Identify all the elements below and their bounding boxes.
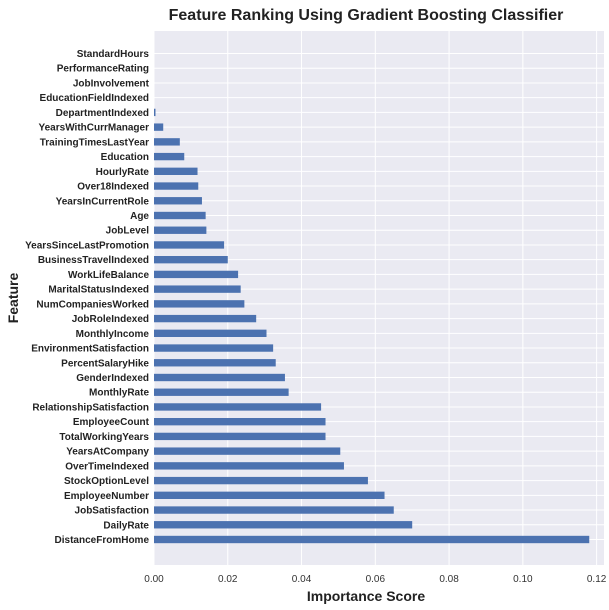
bar-BusinessTravelIndexed	[154, 256, 228, 264]
bar-YearsAtCompany	[154, 447, 341, 455]
y-tick-label: JobRoleIndexed	[72, 314, 149, 325]
bar-NumCompaniesWorked	[154, 300, 245, 308]
x-tick-label: 0.08	[439, 574, 459, 585]
y-tick-label: OverTimeIndexed	[65, 461, 149, 472]
bar-EmployeeCount	[154, 418, 326, 426]
bar-GenderIndexed	[154, 373, 285, 382]
y-tick-label: RelationshipSatisfaction	[32, 402, 149, 413]
bar-Age	[154, 211, 206, 220]
y-tick-label: JobLevel	[106, 226, 150, 237]
bar-DistanceFromHome	[154, 535, 590, 544]
bar-DailyRate	[154, 521, 413, 529]
bar-TrainingTimesLastYear	[154, 138, 180, 146]
y-tick-label: Education	[101, 152, 149, 163]
bar-Over18Indexed	[154, 182, 199, 190]
x-tick-label: 0.12	[587, 574, 607, 585]
bar-WorkLifeBalance	[154, 270, 239, 279]
bars	[154, 108, 590, 544]
y-tick-label: TotalWorkingYears	[59, 432, 149, 443]
y-tick-label: JobInvolvement	[73, 78, 150, 89]
y-tick-label: MonthlyIncome	[76, 329, 150, 340]
x-tick-label: 0.10	[513, 574, 533, 585]
y-tick-label: EducationFieldIndexed	[40, 93, 149, 104]
y-tick-label: WorkLifeBalance	[68, 270, 149, 281]
bar-YearsWithCurrManager	[154, 123, 164, 131]
bar-MonthlyRate	[154, 388, 289, 396]
bar-HourlyRate	[154, 167, 198, 175]
bar-TotalWorkingYears	[154, 432, 326, 441]
y-tick-label: YearsWithCurrManager	[39, 123, 150, 134]
x-axis-label: Importance Score	[307, 588, 425, 604]
y-tick-label: DepartmentIndexed	[56, 108, 149, 119]
y-tick-labels: DistanceFromHome DailyRate JobSatisfaction…	[25, 49, 150, 546]
y-tick-label: NumCompaniesWorked	[36, 299, 149, 310]
bar-JobRoleIndexed	[154, 314, 257, 323]
y-tick-label: MaritalStatusIndexed	[48, 285, 149, 296]
bar-MonthlyIncome	[154, 329, 267, 337]
y-tick-label: HourlyRate	[96, 167, 150, 178]
bar-Education	[154, 152, 185, 161]
y-axis-label: Feature	[5, 273, 21, 324]
y-tick-label: MonthlyRate	[89, 388, 149, 399]
bar-EmployeeNumber	[154, 491, 385, 499]
x-tick-label: 0.04	[292, 574, 312, 585]
y-tick-label: Age	[130, 211, 149, 222]
y-tick-label: DailyRate	[103, 520, 149, 531]
y-tick-label: EmployeeNumber	[64, 491, 149, 502]
bar-JobSatisfaction	[154, 506, 394, 514]
y-tick-label: EnvironmentSatisfaction	[31, 344, 149, 355]
bar-JobLevel	[154, 226, 207, 234]
y-tick-label: StockOptionLevel	[64, 476, 149, 487]
y-tick-label: YearsInCurrentRole	[56, 196, 150, 207]
y-tick-label: Over18Indexed	[77, 182, 149, 193]
bar-YearsSinceLastPromotion	[154, 241, 225, 249]
y-tick-label: YearsSinceLastPromotion	[25, 240, 149, 251]
x-tick-label: 0.06	[366, 574, 386, 585]
x-tick-label: 0.00	[144, 574, 164, 585]
y-tick-label: DistanceFromHome	[55, 535, 150, 546]
y-tick-label: StandardHours	[77, 49, 150, 60]
y-tick-label: GenderIndexed	[76, 373, 149, 384]
bar-StockOptionLevel	[154, 476, 368, 485]
bar-EnvironmentSatisfaction	[154, 344, 274, 352]
y-tick-label: PerformanceRating	[57, 64, 149, 75]
x-tick-labels: 0.00 0.02 0.04 0.06 0.08 0.10 0.12	[144, 574, 607, 585]
bar-MaritalStatusIndexed	[154, 285, 241, 293]
y-tick-label: YearsAtCompany	[66, 447, 149, 458]
y-tick-label: TrainingTimesLastYear	[40, 137, 149, 148]
bar-OverTimeIndexed	[154, 462, 344, 470]
x-tick-label: 0.02	[218, 574, 238, 585]
y-tick-label: PercentSalaryHike	[61, 358, 149, 369]
bar-PercentSalaryHike	[154, 359, 276, 367]
y-tick-label: JobSatisfaction	[75, 506, 149, 517]
bar-RelationshipSatisfaction	[154, 403, 322, 411]
plot-area	[154, 31, 604, 565]
bar-YearsInCurrentRole	[154, 197, 202, 205]
chart-title: Feature Ranking Using Gradient Boosting …	[169, 7, 564, 24]
y-tick-label: BusinessTravelIndexed	[38, 255, 149, 266]
bar-DepartmentIndexed	[154, 108, 156, 117]
y-tick-label: EmployeeCount	[73, 417, 150, 428]
